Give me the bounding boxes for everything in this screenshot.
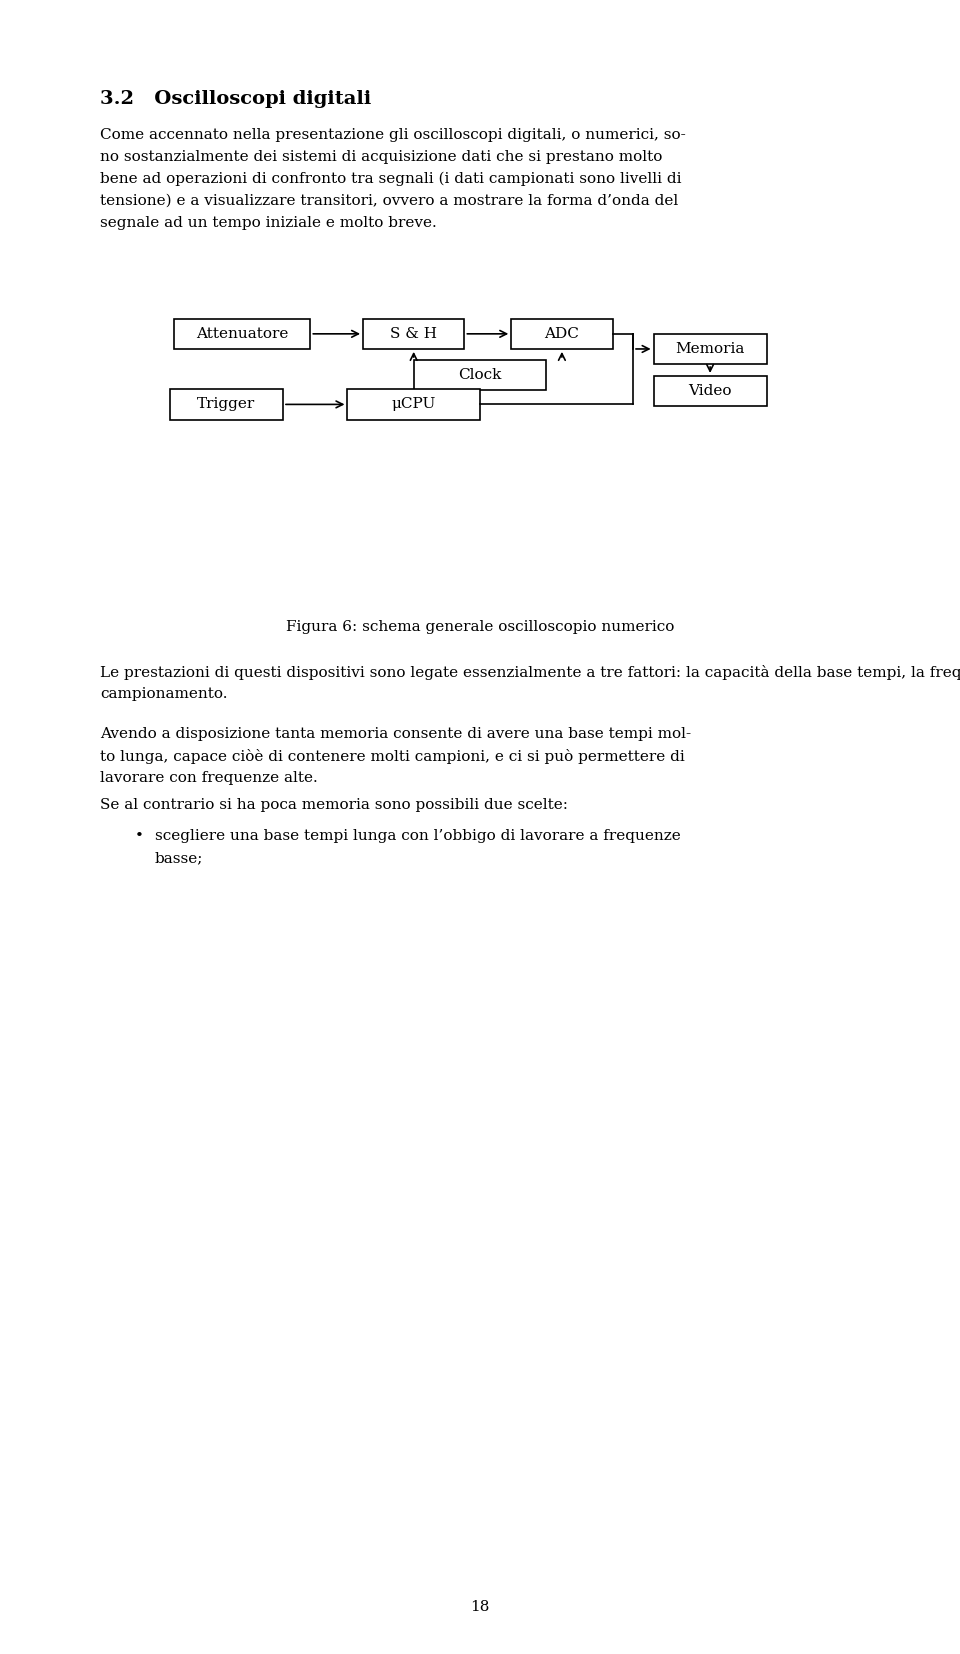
Text: bene ad operazioni di confronto tra segnali (i dati campionati sono livelli di: bene ad operazioni di confronto tra segn… bbox=[100, 172, 682, 187]
Text: no sostanzialmente dei sistemi di acquisizione dati che si prestano molto: no sostanzialmente dei sistemi di acquis… bbox=[100, 151, 662, 164]
Text: Se al contrario si ha poca memoria sono possibili due scelte:: Se al contrario si ha poca memoria sono … bbox=[100, 799, 568, 812]
Bar bbox=[654, 334, 767, 364]
Text: Video: Video bbox=[688, 384, 732, 399]
Text: S & H: S & H bbox=[390, 327, 437, 341]
Text: Come accennato nella presentazione gli oscilloscopi digitali, o numerici, so-: Come accennato nella presentazione gli o… bbox=[100, 127, 685, 142]
Text: tensione) e a visualizzare transitori, ovvero a mostrare la forma d’onda del: tensione) e a visualizzare transitori, o… bbox=[100, 194, 679, 208]
Bar bbox=[170, 389, 283, 420]
Text: segnale ad un tempo iniziale e molto breve.: segnale ad un tempo iniziale e molto bre… bbox=[100, 217, 437, 230]
Text: 18: 18 bbox=[470, 1599, 490, 1614]
Text: 3.2   Oscilloscopi digitali: 3.2 Oscilloscopi digitali bbox=[100, 89, 372, 108]
Text: scegliere una base tempi lunga con l’obbigo di lavorare a frequenze: scegliere una base tempi lunga con l’obb… bbox=[155, 829, 681, 844]
Bar bbox=[414, 361, 546, 390]
Text: Avendo a disposizione tanta memoria consente di avere una base tempi mol-: Avendo a disposizione tanta memoria cons… bbox=[100, 728, 691, 741]
Text: campionamento.: campionamento. bbox=[100, 686, 228, 701]
Text: lavorare con frequenze alte.: lavorare con frequenze alte. bbox=[100, 771, 318, 786]
Text: Clock: Clock bbox=[458, 367, 502, 382]
Text: Figura 6: schema generale oscilloscopio numerico: Figura 6: schema generale oscilloscopio … bbox=[286, 620, 674, 633]
Bar bbox=[348, 389, 480, 420]
Text: Le prestazioni di questi dispositivi sono legate essenzialmente a tre fattori: l: Le prestazioni di questi dispositivi son… bbox=[100, 665, 960, 680]
Text: to lunga, capace ciòè di contenere molti campioni, e ci si può permettere di: to lunga, capace ciòè di contenere molti… bbox=[100, 749, 684, 764]
Text: basse;: basse; bbox=[155, 852, 204, 865]
Text: μCPU: μCPU bbox=[392, 397, 436, 412]
Text: Memoria: Memoria bbox=[676, 342, 745, 356]
Bar bbox=[654, 375, 767, 407]
Bar bbox=[363, 319, 465, 349]
Bar bbox=[511, 319, 612, 349]
Text: Trigger: Trigger bbox=[198, 397, 255, 412]
Text: •: • bbox=[135, 829, 144, 844]
Bar bbox=[174, 319, 310, 349]
Text: Attenuatore: Attenuatore bbox=[196, 327, 288, 341]
Text: ADC: ADC bbox=[544, 327, 579, 341]
